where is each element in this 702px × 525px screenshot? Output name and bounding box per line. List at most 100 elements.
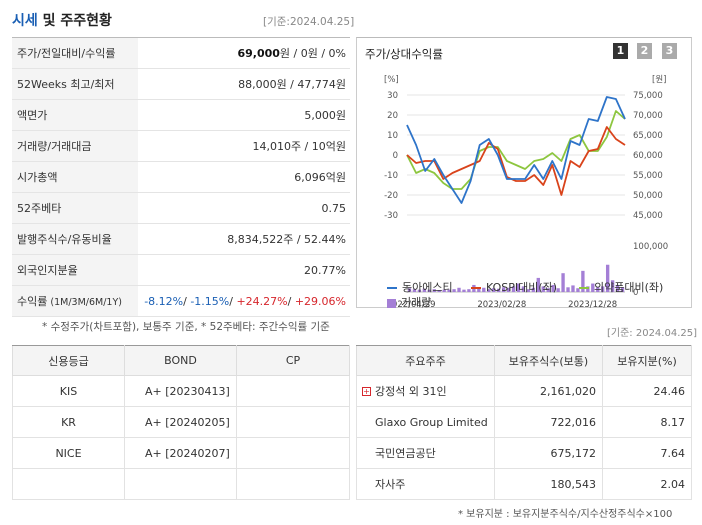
holders-base-date: [기준: 2024.04.25] — [607, 328, 698, 339]
volume-bar — [531, 287, 536, 292]
price-row-label: 시가총액 — [12, 161, 138, 193]
returns-row: 수익률 (1M/3M/6M/1Y) -8.12%/ -1.15%/ +24.27%… — [12, 285, 350, 317]
legend-pharma-relative: 의약품대비(좌) — [579, 279, 663, 295]
return-r6m: +24.27% — [236, 294, 288, 308]
legend-box-swatch — [387, 298, 396, 308]
right-axis-tick: 55,000 — [633, 171, 663, 181]
holder-shares: 2,161,020 — [494, 375, 603, 407]
left-axis-unit: [%] — [384, 75, 399, 85]
volume-bar — [581, 270, 585, 292]
credit-header-bond: BOND — [124, 345, 237, 376]
price-row: 거래량/거래대금 14,010주 / 10억원 — [12, 130, 350, 162]
volume-bar — [487, 289, 491, 292]
volume-bar — [551, 284, 555, 292]
legend-dong-a-st: 동아에스티 — [387, 279, 453, 295]
price-row-label: 액면가 — [12, 99, 138, 131]
left-axis-tick: 0 — [393, 151, 398, 161]
price-row-value: 8,834,522주 / 52.44% — [138, 223, 350, 255]
returns-label-periods: (1M/3M/6M/1Y) — [47, 297, 122, 308]
holder-pct: 7.64 — [602, 437, 692, 469]
left-axis-tick: -20 — [384, 191, 398, 201]
price-row-label: 52주베타 — [12, 192, 138, 224]
expand-plus-icon[interactable]: + — [362, 387, 371, 396]
legend-volume: 거래량 — [387, 294, 431, 310]
volume-bar — [536, 277, 540, 292]
holder-pct: 24.46 — [602, 375, 692, 407]
volume-bar — [576, 288, 580, 292]
chart-page-3-button[interactable]: 3 — [662, 43, 677, 59]
volume-bar — [457, 287, 461, 292]
volume-bar — [422, 288, 427, 292]
right-axis-tick: 60,000 — [633, 151, 663, 161]
volume-bar — [501, 287, 506, 292]
legend-line-swatch — [579, 287, 589, 289]
price-row-value: 6,096억원 — [138, 161, 350, 193]
return-separator: / — [287, 294, 295, 308]
volume-bar — [615, 284, 620, 292]
volume-bar — [586, 286, 590, 292]
credit-agency: NICE — [12, 437, 125, 469]
right-axis-tick: 75,000 — [633, 91, 663, 101]
volume-bar — [596, 287, 600, 292]
price-row: 52Weeks 최고/최저 88,000원 / 47,774원 — [12, 68, 350, 100]
credit-header-rating: 신용등급 — [12, 345, 125, 376]
holder-shares: 675,172 — [494, 437, 603, 469]
credit-bond — [124, 468, 237, 500]
return-r3m: -1.15% — [190, 294, 230, 308]
volume-bar — [407, 288, 412, 292]
volume-bar — [462, 289, 466, 292]
series-line-dong-a-st — [406, 96, 626, 204]
credit-cp — [236, 468, 350, 500]
volume-bar — [541, 286, 545, 292]
holder-row[interactable]: + 강정석 외 31인 2,161,020 24.46 — [356, 375, 692, 407]
chart-panel: 주가/상대수익률 1 2 3 [%] [원] 30 75,000 20 70,000 10 6… — [356, 37, 692, 310]
volume-bar — [516, 283, 521, 292]
holder-name: 국민연금공단 — [375, 447, 436, 460]
right-axis-tick: 45,000 — [633, 211, 663, 221]
price-row-label: 외국인지분율 — [12, 254, 138, 286]
left-axis-tick: -30 — [384, 211, 398, 221]
credit-rating-table: 신용등급 BOND CP KIS A+ [20230413] KR A+ [20240… — [12, 345, 350, 500]
volume-bar — [546, 288, 550, 292]
volume-bar — [432, 289, 436, 292]
credit-cp — [236, 375, 350, 407]
left-axis-tick: 30 — [387, 91, 398, 101]
volume-axis-tick: 0 — [633, 288, 638, 298]
holder-name: Glaxo Group Limited — [375, 415, 488, 429]
returns-label-main: 수익률 — [17, 295, 48, 308]
volume-bar — [482, 287, 486, 292]
price-chart: [%] [원] 30 75,000 20 70,000 10 65,000 0 60,000 -10… — [384, 75, 668, 308]
price-row-label: 발행주식수/유동비율 — [12, 223, 138, 255]
x-axis-tick: 2022/04/29 — [387, 300, 436, 308]
volume-bar — [571, 285, 575, 292]
holder-header-pct: 보유지분(%) — [602, 345, 692, 376]
credit-agency: KR — [12, 406, 125, 438]
volume-bar — [477, 288, 481, 292]
price-row: 주가/전일대비/수익률 69,000원 / 0원 / 0% — [12, 37, 350, 69]
price-row: 외국인지분율 20.77% — [12, 254, 350, 286]
major-shareholders-table: 주요주주 보유주식수(보통) 보유지분(%) + 강정석 외 31인 2,161,0… — [356, 345, 692, 500]
credit-cp — [236, 437, 350, 469]
credit-bond: A+ [20230413] — [124, 375, 237, 407]
holder-pct: 2.04 — [602, 468, 692, 500]
credit-row: KIS A+ [20230413] — [12, 375, 350, 407]
price-row-label: 거래량/거래대금 — [12, 130, 138, 162]
chart-footnote: * 수정주가(차트포함), 보통주 기준, * 52주베타: 주간수익률 기준 — [42, 321, 330, 333]
holder-header-shares: 보유주식수(보통) — [494, 345, 603, 376]
right-axis-tick: 70,000 — [633, 111, 663, 121]
price-row-value: 88,000원 / 47,774원 — [138, 68, 350, 100]
chart-page-2-button[interactable]: 2 — [637, 43, 652, 59]
return-separator: / — [183, 294, 191, 308]
holder-name: 강정석 외 31인 — [375, 385, 447, 398]
credit-agency — [12, 468, 125, 500]
chart-page-1-button[interactable]: 1 — [613, 43, 628, 59]
return-r1y: +29.06% — [294, 294, 346, 308]
volume-bar — [521, 286, 526, 292]
credit-row: KR A+ [20240205] — [12, 406, 350, 438]
holder-name: 자사주 — [375, 478, 406, 491]
volume-bar — [526, 289, 531, 292]
left-axis-tick: -10 — [384, 171, 398, 181]
base-date: [기준:2024.04.25] — [263, 16, 355, 28]
right-axis-unit: [원] — [652, 75, 666, 85]
x-axis-tick: 2023/02/28 — [477, 300, 526, 308]
